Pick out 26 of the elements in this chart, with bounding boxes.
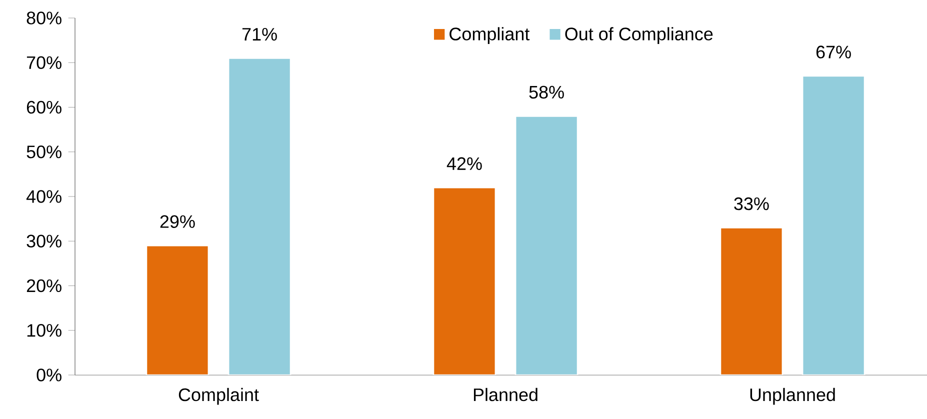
bar — [720, 227, 784, 375]
y-tick-label: 10% — [27, 324, 62, 337]
bar — [802, 75, 866, 375]
x-tick-label: Unplanned — [750, 388, 835, 405]
bar — [514, 116, 578, 375]
x-tick-label: Complaint — [178, 388, 259, 405]
data-label: 42% — [446, 157, 482, 170]
y-tick-label: 70% — [26, 56, 62, 69]
data-label: 58% — [529, 86, 564, 99]
legend-label: Compliant — [450, 27, 530, 44]
y-tick-label: 60% — [26, 100, 62, 114]
data-label: 71% — [242, 28, 277, 41]
data-label: 29% — [160, 215, 195, 228]
y-tick-label: 0% — [36, 368, 62, 382]
y-tick-label: 30% — [26, 234, 62, 248]
bar — [228, 57, 292, 375]
data-label: 33% — [734, 197, 769, 210]
bar — [146, 244, 210, 375]
x-tick-label: Planned — [474, 388, 538, 402]
y-tick-label: 20% — [26, 279, 62, 292]
y-tick-label: 50% — [26, 146, 62, 158]
data-label: 67% — [816, 46, 851, 58]
legend-label: Out of Compliance — [565, 27, 713, 44]
y-tick-label: 40% — [26, 190, 62, 203]
y-tick-label: 80% — [26, 12, 62, 24]
bar — [432, 186, 496, 375]
